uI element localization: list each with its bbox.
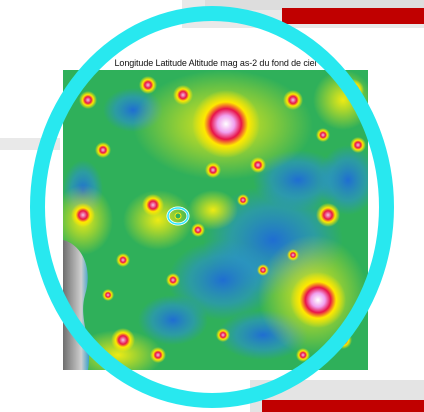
top-red-bar [282, 8, 424, 24]
selected-location-marker[interactable] [166, 206, 190, 226]
coastline-sea [63, 240, 90, 370]
bottom-red-bar [262, 400, 424, 412]
left-gray-bar [0, 138, 60, 150]
map-caption: Longitude Latitude Altitude mag as-2 du … [114, 58, 317, 68]
city-lights [71, 76, 366, 363]
light-pollution-map[interactable] [63, 70, 368, 370]
city-hotspot-southeast [290, 272, 346, 328]
light-pollution-map-panel: Longitude Latitude Altitude mag as-2 du … [63, 56, 368, 370]
top-gray-bar-secondary [205, 0, 424, 10]
city-hotspot-main [192, 90, 260, 158]
